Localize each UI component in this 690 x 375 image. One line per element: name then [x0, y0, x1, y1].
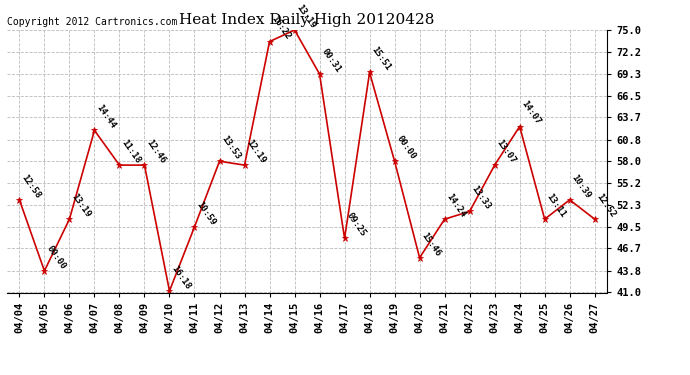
Text: 14:44: 14:44 — [95, 103, 117, 130]
Text: Copyright 2012 Cartronics.com: Copyright 2012 Cartronics.com — [7, 17, 177, 27]
Text: 11:18: 11:18 — [119, 138, 142, 165]
Text: 12:52: 12:52 — [595, 192, 618, 219]
Text: 14:24: 14:24 — [444, 192, 467, 219]
Text: 14:07: 14:07 — [520, 99, 542, 126]
Text: 13:19: 13:19 — [70, 192, 92, 219]
Text: 13:19: 13:19 — [295, 3, 317, 30]
Text: 16:18: 16:18 — [170, 264, 193, 291]
Text: 10:59: 10:59 — [195, 200, 217, 227]
Text: 12:58: 12:58 — [19, 172, 42, 200]
Title: Heat Index Daily High 20120428: Heat Index Daily High 20120428 — [179, 13, 435, 27]
Text: 13:07: 13:07 — [495, 138, 518, 165]
Text: 00:31: 00:31 — [319, 47, 342, 74]
Text: 13:53: 13:53 — [219, 134, 242, 161]
Text: 13:11: 13:11 — [544, 192, 567, 219]
Text: 12:19: 12:19 — [244, 138, 267, 165]
Text: 00:00: 00:00 — [44, 244, 67, 271]
Text: 00:00: 00:00 — [395, 134, 417, 161]
Text: 12:46: 12:46 — [144, 138, 167, 165]
Text: 13:33: 13:33 — [470, 184, 493, 211]
Text: 10:39: 10:39 — [570, 172, 593, 200]
Text: 16:22: 16:22 — [270, 14, 293, 42]
Text: 15:46: 15:46 — [420, 231, 442, 258]
Text: 15:51: 15:51 — [370, 45, 393, 72]
Text: 09:25: 09:25 — [344, 211, 367, 238]
